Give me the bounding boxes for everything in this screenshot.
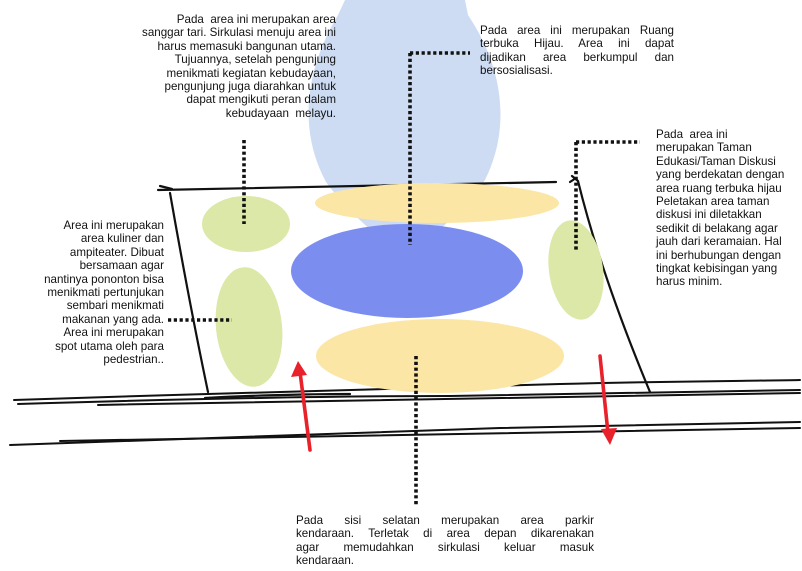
note-line: Peletakan area taman xyxy=(656,195,770,209)
note-line: Pada area ini merupakan area xyxy=(176,13,336,26)
note-line: spot utama oleh para xyxy=(55,339,164,353)
note-line: Pada area ini merupakan Ruang xyxy=(480,24,674,37)
note-line: bersosialisasi. xyxy=(480,64,553,78)
note-line: bersamaan agar xyxy=(79,259,164,273)
leader-lines xyxy=(168,51,640,505)
note-line: area kuliner dan xyxy=(80,232,164,246)
note-line: Area ini merupakan xyxy=(63,219,164,232)
note-line: menikmati pertunjukan xyxy=(47,286,164,300)
leader-taman xyxy=(574,140,640,252)
note-line: tingkat kebisingan yang xyxy=(656,262,778,276)
zone-sanggar-tari xyxy=(202,196,290,252)
note-line: sedikit di belakang agar xyxy=(656,221,778,235)
note-line: yang berdekatan dengan xyxy=(656,168,785,182)
note-sanggar-tari: Pada area ini merupakan area sanggar tari… xyxy=(118,13,336,120)
note-line: sembari menikmati xyxy=(66,299,164,313)
note-line: menikmati kegiatan kebudayaan, xyxy=(166,66,336,80)
note-line: kendaraan. xyxy=(296,554,355,568)
note-line: Area ini merupakan xyxy=(63,326,164,340)
note-line: harus memasuki bangunan utama. xyxy=(157,39,336,53)
note-line: harus minim. xyxy=(656,275,723,289)
note-line: Edukasi/Taman Diskusi xyxy=(656,154,776,168)
note-ruang-terbuka-hijau: Pada area ini merupakan Ruang terbuka Hij… xyxy=(480,24,674,78)
note-line: diskusi ini diletakkan xyxy=(656,208,762,222)
zone-ruang-terbuka-hijau xyxy=(291,224,523,318)
note-line: agar memudahkan sirkulasi keluar masuk xyxy=(296,540,594,554)
arrow-exit xyxy=(598,354,617,445)
note-taman-edukasi: Pada area ini merupakan Taman Edukasi/Tama… xyxy=(656,128,802,289)
zone-kuliner-ampiteater xyxy=(215,267,283,387)
note-line: makanan yang ada. xyxy=(62,312,164,326)
note-parkir: Pada sisi selatan merupakan area parkir k… xyxy=(296,514,594,568)
note-line: kebudayaan melayu. xyxy=(225,106,336,120)
note-line: terbuka Hijau. Area ini dapat xyxy=(480,37,674,51)
note-line: nantinya pononton bisa xyxy=(44,272,164,286)
note-line: Pada area ini xyxy=(656,128,728,141)
arrow-entry xyxy=(291,361,312,452)
note-line: dijadikan area berkumpul dan xyxy=(480,50,674,64)
leader-rth xyxy=(408,51,470,245)
note-line: pedestrian.. xyxy=(103,353,164,367)
note-kuliner-ampiteater: Area ini merupakan area kuliner dan ampite… xyxy=(26,219,164,366)
note-line: ampiteater. Dibuat xyxy=(69,245,164,259)
site-boundary xyxy=(156,174,652,400)
note-line: ini berhubungan dengan xyxy=(656,248,782,262)
note-line: merupakan Taman xyxy=(656,141,752,155)
note-line: sanggar tari. Sirkulasi menuju area ini xyxy=(142,26,336,40)
note-line: dapat mengikuti peran dalam xyxy=(186,93,336,107)
note-line: kendaraan. Terletak di area depan dikare… xyxy=(296,527,594,541)
note-line: pengunjung juga diarahkan untuk xyxy=(164,80,336,94)
zone-taman-edukasi xyxy=(548,220,604,320)
note-line: Tujuannya, setelah pengunjung xyxy=(174,53,336,67)
note-line: Pada sisi selatan merupakan area parkir xyxy=(296,514,594,527)
zone-parkir xyxy=(316,319,564,393)
note-line: area ruang terbuka hijau xyxy=(656,181,782,195)
note-line: jauh dari keramaian. Hal xyxy=(656,235,782,249)
zone-rth-top xyxy=(315,183,559,223)
